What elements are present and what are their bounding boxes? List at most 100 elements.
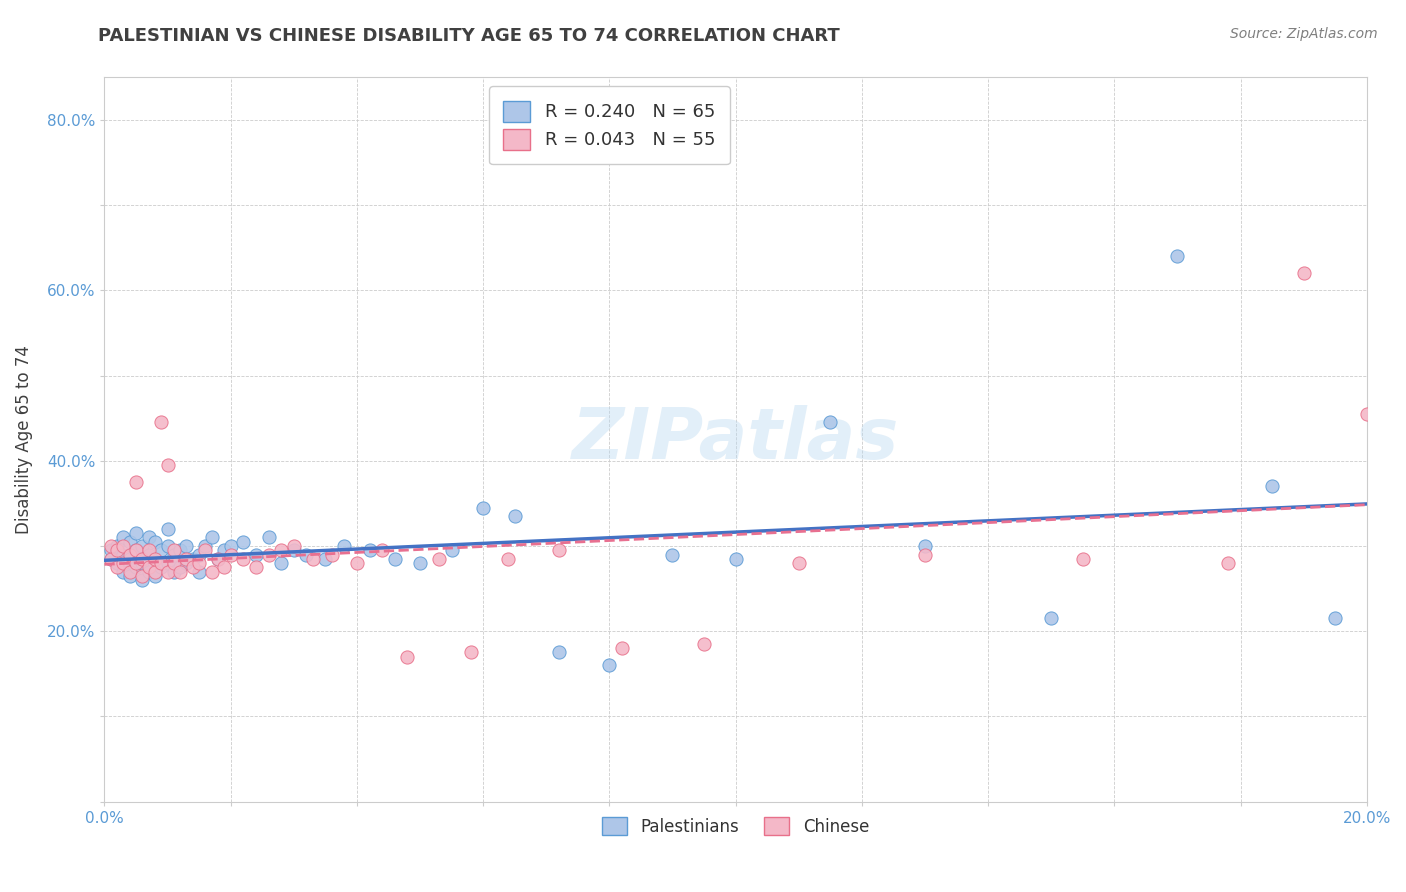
Point	[232, 551, 254, 566]
Point	[188, 565, 211, 579]
Point	[181, 551, 204, 566]
Point	[112, 539, 135, 553]
Legend: Palestinians, Chinese: Palestinians, Chinese	[593, 808, 877, 844]
Point	[283, 539, 305, 553]
Point	[118, 565, 141, 579]
Point	[188, 556, 211, 570]
Point	[125, 560, 148, 574]
Point	[118, 534, 141, 549]
Point	[100, 551, 122, 566]
Point	[100, 539, 122, 553]
Point	[1166, 249, 1188, 263]
Point	[156, 539, 179, 553]
Point	[138, 565, 160, 579]
Point	[547, 543, 569, 558]
Point	[321, 548, 343, 562]
Point	[301, 551, 323, 566]
Point	[1292, 266, 1315, 280]
Point	[105, 543, 128, 558]
Point	[257, 531, 280, 545]
Point	[257, 548, 280, 562]
Point	[100, 551, 122, 566]
Point	[214, 560, 236, 574]
Point	[143, 534, 166, 549]
Point	[346, 556, 368, 570]
Point	[163, 543, 186, 558]
Point	[112, 548, 135, 562]
Text: PALESTINIAN VS CHINESE DISABILITY AGE 65 TO 74 CORRELATION CHART: PALESTINIAN VS CHINESE DISABILITY AGE 65…	[98, 27, 841, 45]
Point	[1355, 407, 1378, 421]
Point	[163, 556, 186, 570]
Point	[1040, 611, 1063, 625]
Point	[427, 551, 450, 566]
Point	[125, 556, 148, 570]
Point	[188, 548, 211, 562]
Point	[118, 548, 141, 562]
Point	[610, 641, 633, 656]
Point	[118, 569, 141, 583]
Point	[156, 556, 179, 570]
Point	[503, 509, 526, 524]
Point	[219, 539, 242, 553]
Point	[359, 543, 381, 558]
Point	[143, 565, 166, 579]
Point	[201, 565, 224, 579]
Point	[498, 551, 520, 566]
Point	[143, 551, 166, 566]
Point	[472, 500, 495, 515]
Point	[1071, 551, 1094, 566]
Point	[693, 637, 716, 651]
Point	[219, 548, 242, 562]
Point	[232, 534, 254, 549]
Point	[150, 543, 173, 558]
Y-axis label: Disability Age 65 to 74: Disability Age 65 to 74	[15, 345, 32, 534]
Point	[150, 556, 173, 570]
Point	[194, 543, 217, 558]
Point	[914, 548, 936, 562]
Text: ZIPatlas: ZIPatlas	[572, 405, 900, 474]
Point	[112, 565, 135, 579]
Point	[125, 543, 148, 558]
Point	[138, 531, 160, 545]
Point	[314, 551, 336, 566]
Point	[245, 548, 267, 562]
Point	[118, 551, 141, 566]
Point	[245, 560, 267, 574]
Point	[131, 556, 153, 570]
Text: Source: ZipAtlas.com: Source: ZipAtlas.com	[1230, 27, 1378, 41]
Point	[163, 565, 186, 579]
Point	[270, 543, 292, 558]
Point	[724, 551, 747, 566]
Point	[787, 556, 810, 570]
Point	[371, 543, 394, 558]
Point	[156, 458, 179, 472]
Point	[105, 539, 128, 553]
Point	[283, 543, 305, 558]
Point	[270, 556, 292, 570]
Point	[156, 522, 179, 536]
Point	[150, 560, 173, 574]
Point	[460, 645, 482, 659]
Point	[138, 560, 160, 574]
Point	[914, 539, 936, 553]
Point	[169, 560, 191, 574]
Point	[598, 658, 620, 673]
Point	[125, 475, 148, 489]
Point	[820, 416, 842, 430]
Point	[112, 556, 135, 570]
Point	[156, 565, 179, 579]
Point	[384, 551, 406, 566]
Point	[333, 539, 356, 553]
Point	[138, 543, 160, 558]
Point	[169, 565, 191, 579]
Point	[131, 539, 153, 553]
Point	[105, 560, 128, 574]
Point	[547, 645, 569, 659]
Point	[100, 543, 122, 558]
Point	[105, 556, 128, 570]
Point	[143, 569, 166, 583]
Point	[138, 548, 160, 562]
Point	[396, 649, 419, 664]
Point	[440, 543, 463, 558]
Point	[176, 556, 198, 570]
